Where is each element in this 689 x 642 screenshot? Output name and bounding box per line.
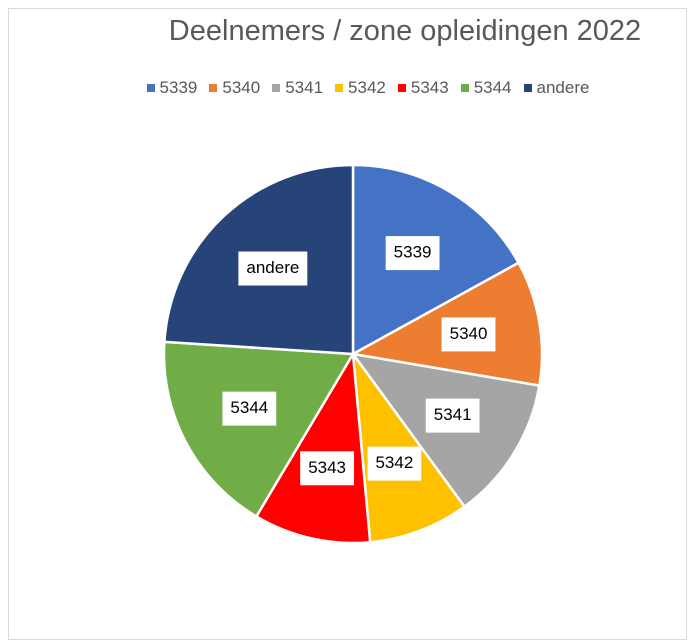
data-label-text: andere <box>246 258 299 277</box>
pie-slice <box>162 340 356 519</box>
legend-item: 5344 <box>460 78 512 98</box>
legend-label: 5343 <box>410 78 449 97</box>
data-label-text: 5344 <box>230 398 268 417</box>
data-label-box <box>222 391 277 426</box>
data-label: 5340 <box>441 317 496 352</box>
data-label-text: 5340 <box>450 324 488 343</box>
legend-label: 5344 <box>473 78 512 97</box>
legend-label: 5341 <box>285 78 324 97</box>
legend-label: 5339 <box>159 78 198 97</box>
legend-item: andere <box>523 78 590 98</box>
chart-border <box>8 8 687 640</box>
data-label-box <box>300 451 355 486</box>
legend: 5339 5340 5341 5342 5343 5344 andere <box>48 78 688 98</box>
data-label-box <box>238 251 308 286</box>
pie-slice <box>254 350 372 545</box>
legend-swatch <box>460 84 469 92</box>
data-label-box <box>441 317 496 352</box>
legend-item: 5342 <box>335 78 386 98</box>
data-label-box <box>385 236 440 271</box>
legend-item: 5339 <box>146 78 198 98</box>
legend-item: 5341 <box>272 78 323 98</box>
data-label-text: 5343 <box>308 458 346 477</box>
legend-swatch <box>146 84 155 92</box>
legend-item: 5343 <box>397 78 449 98</box>
data-label: 5339 <box>385 236 440 271</box>
legend-swatch <box>272 84 281 92</box>
data-label: 5342 <box>367 446 422 481</box>
data-label-text: 5339 <box>394 243 432 262</box>
data-label: 5343 <box>300 451 355 486</box>
data-label-box <box>425 398 480 433</box>
legend-swatch <box>523 84 532 92</box>
data-label: 5344 <box>222 391 277 426</box>
legend-swatch <box>209 84 218 92</box>
legend-item: 5340 <box>209 78 260 98</box>
legend-label: andere <box>536 78 590 97</box>
data-label-box <box>367 446 422 481</box>
legend-label: 5342 <box>348 78 386 97</box>
legend-swatch <box>397 84 406 92</box>
data-label: andere <box>238 251 308 286</box>
data-label: 5341 <box>425 398 480 433</box>
data-label-text: 5342 <box>375 453 413 472</box>
chart-title: Deelnemers / zone opleidingen 2022 <box>168 15 642 47</box>
legend-swatch <box>335 84 344 92</box>
legend-label: 5340 <box>222 78 261 97</box>
data-label-text: 5341 <box>434 405 472 424</box>
